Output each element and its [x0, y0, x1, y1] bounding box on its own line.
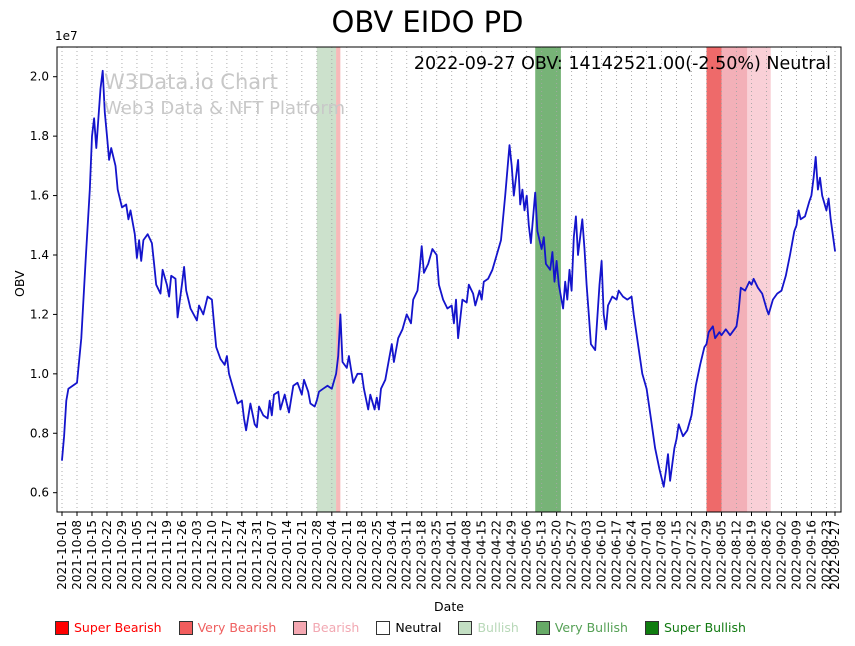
legend: Super Bearish Very Bearish Bearish Neutral B… [55, 620, 746, 635]
x-tick-label: 2022-02-25 [370, 520, 384, 590]
x-tick-label: 2022-08-12 [730, 520, 744, 590]
super-bullish-swatch [644, 620, 659, 635]
x-tick-label: 2022-09-27 [828, 520, 842, 590]
x-tick-label: 2022-06-03 [580, 520, 594, 590]
legend-item-very-bullish: Very Bullish [535, 620, 628, 635]
x-tick-label: 2022-03-04 [385, 520, 399, 590]
legend-label: Very Bearish [197, 620, 277, 635]
x-tick-label: 2022-06-24 [625, 520, 639, 590]
signal-band-very-bearish [706, 47, 722, 512]
signal-band-bearish [336, 47, 341, 512]
x-tick-label: 2021-12-31 [250, 520, 264, 590]
x-tick-label: 2022-09-02 [774, 520, 788, 590]
super-bearish-swatch [55, 620, 69, 635]
x-tick-label: 2022-07-15 [670, 520, 684, 590]
x-tick-label: 2022-01-14 [280, 520, 294, 590]
x-tick-label: 2022-06-10 [595, 520, 609, 590]
x-tick-label: 2022-09-16 [804, 520, 818, 590]
legend-label: Super Bearish [74, 620, 162, 635]
bullish-swatch [458, 620, 473, 635]
x-tick-label: 2022-04-29 [505, 520, 519, 590]
x-tick-label: 2022-08-05 [715, 520, 729, 590]
x-tick-label: 2021-11-05 [130, 520, 144, 590]
legend-label: Bullish [477, 620, 519, 635]
x-tick-label: 2022-04-01 [445, 520, 459, 590]
x-tick-label: 2022-04-08 [460, 520, 474, 590]
signal-band-bullish [316, 47, 337, 512]
x-tick-label: 2021-10-22 [100, 520, 114, 590]
legend-item-bullish: Bullish [458, 620, 519, 635]
x-tick-label: 2022-04-15 [475, 520, 489, 590]
neutral-swatch [376, 620, 391, 635]
x-tick-label: 2022-04-22 [490, 520, 504, 590]
x-tick-label: 2021-10-15 [85, 520, 99, 590]
legend-label: Neutral [395, 620, 442, 635]
page-title: OBV EIDO PD [331, 5, 524, 39]
x-tick-label: 2021-12-17 [220, 520, 234, 590]
legend-item-super-bullish: Super Bullish [644, 620, 746, 635]
legend-item-bearish: Bearish [293, 620, 359, 635]
x-tick-label: 2022-01-21 [295, 520, 309, 590]
y-tick-label: 1.6 [30, 189, 49, 203]
x-tick-label: 2021-11-26 [175, 520, 189, 590]
x-tick-label: 2022-05-20 [550, 520, 564, 590]
x-tick-label: 2022-02-11 [340, 520, 354, 590]
x-tick-label: 2022-09-23 [819, 520, 833, 590]
obv-line [61, 69, 836, 488]
x-tick-label: 2022-07-22 [685, 520, 699, 590]
signal-band-bearish [721, 47, 748, 512]
y-tick-label: 1.2 [30, 307, 49, 321]
x-axis-title: Date [434, 599, 464, 614]
legend-item-very-bearish: Very Bearish [178, 620, 277, 635]
x-tick-label: 2022-01-07 [265, 520, 279, 590]
y-tick-label: 2.0 [30, 70, 49, 84]
x-tick-label: 2022-05-06 [520, 520, 534, 590]
very-bullish-swatch [535, 620, 550, 635]
x-tick-label: 2022-03-18 [415, 520, 429, 590]
y-tick-label: 0.8 [30, 426, 49, 440]
x-tick-label: 2021-12-24 [235, 520, 249, 590]
y-tick-label: 0.6 [30, 486, 49, 500]
x-tick-label: 2021-11-12 [145, 520, 159, 590]
signal-band-bearish [747, 47, 771, 512]
x-tick-label: 2022-07-29 [700, 520, 714, 590]
legend-item-super-bearish: Super Bearish [55, 620, 162, 635]
x-tick-label: 2021-10-08 [70, 520, 84, 590]
x-tick-label: 2022-08-19 [744, 520, 758, 590]
x-tick-label: 2022-01-28 [310, 520, 324, 590]
x-tick-label: 2022-02-18 [355, 520, 369, 590]
y-tick-label: 1.8 [30, 129, 49, 143]
latest-value-annotation: 2022-09-27 OBV: 14142521.00(-2.50%) Neut… [413, 54, 831, 74]
x-tick-label: 2022-07-01 [640, 520, 654, 590]
plot-border [56, 46, 842, 513]
legend-item-neutral: Neutral [376, 620, 441, 635]
x-tick-label: 2021-11-19 [160, 520, 174, 590]
very-bearish-swatch [178, 620, 193, 635]
y-tick-label: 1.4 [30, 248, 49, 262]
bearish-swatch [293, 620, 308, 635]
y-axis-title: OBV [12, 270, 27, 297]
legend-label: Super Bullish [663, 620, 746, 635]
x-tick-label: 2022-07-08 [655, 520, 669, 590]
x-tick-label: 2021-12-03 [190, 520, 204, 590]
x-tick-label: 2022-09-09 [789, 520, 803, 590]
x-tick-label: 2022-08-26 [759, 520, 773, 590]
legend-label: Bearish [312, 620, 360, 635]
y-axis-offset-label: 1e7 [55, 29, 78, 43]
x-tick-label: 2022-02-04 [325, 520, 339, 590]
y-tick-label: 1.0 [30, 367, 49, 381]
x-tick-label: 2022-06-17 [610, 520, 624, 590]
x-tick-label: 2021-12-10 [205, 520, 219, 590]
x-tick-label: 2022-05-27 [565, 520, 579, 590]
x-tick-label: 2021-10-01 [55, 520, 69, 590]
legend-label: Very Bullish [554, 620, 628, 635]
x-tick-label: 2022-03-25 [430, 520, 444, 590]
x-tick-label: 2021-10-29 [115, 520, 129, 590]
x-tick-label: 2022-03-11 [400, 520, 414, 590]
x-tick-label: 2022-05-13 [535, 520, 549, 590]
